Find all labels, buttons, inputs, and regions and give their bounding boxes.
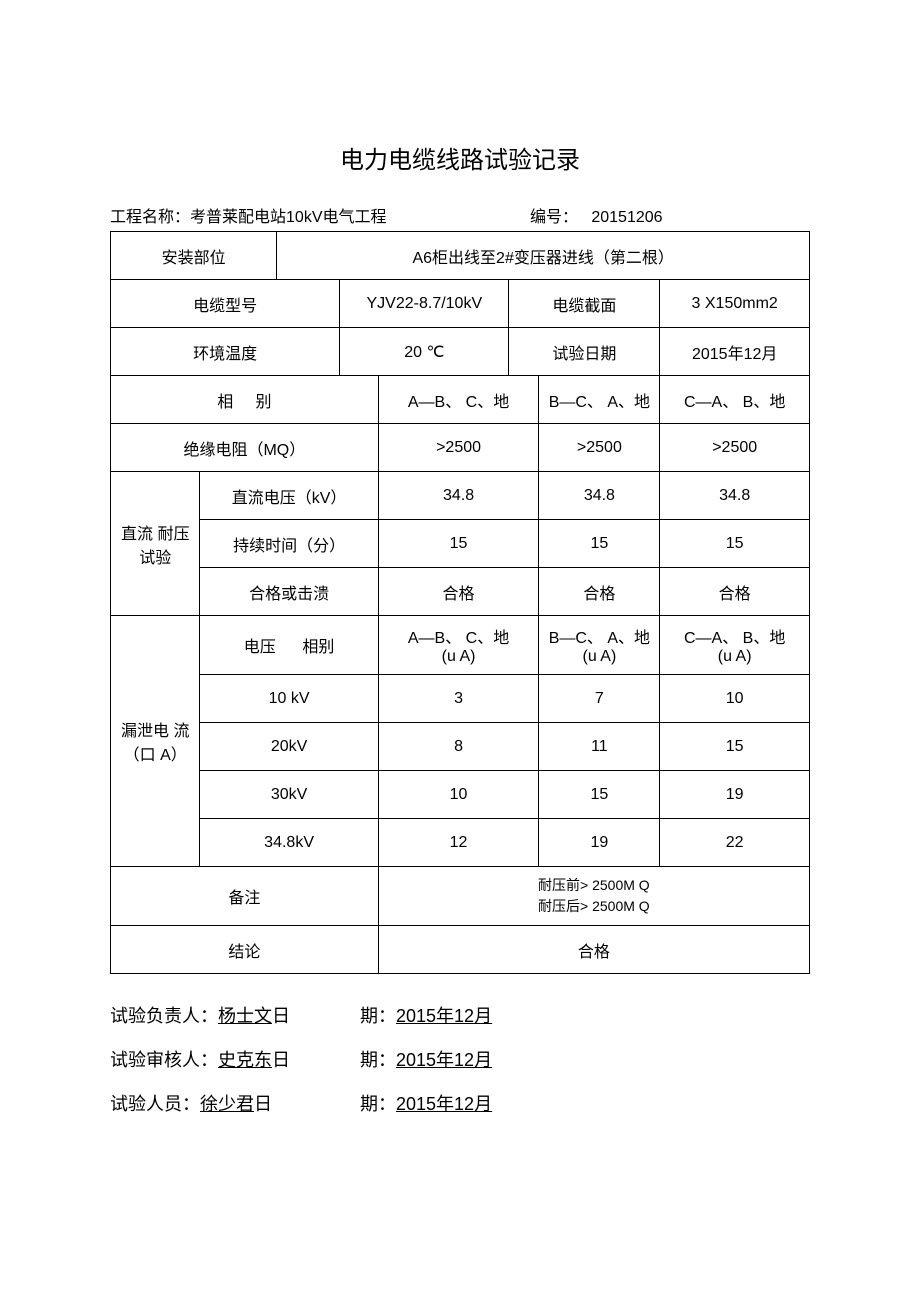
table-row: 10 kV 3 7 10: [111, 675, 810, 723]
insulation-v1: >2500: [378, 424, 539, 472]
cable-section-label: 电缆截面: [509, 280, 660, 328]
table-row: 合格或击溃 合格 合格 合格: [111, 568, 810, 616]
insulation-label: 绝缘电阻（MQ）: [111, 424, 379, 472]
sig-date-label: 期：: [360, 1050, 396, 1070]
leakage-cell: 15: [660, 723, 810, 771]
sig-date-label: 期：: [360, 1006, 396, 1026]
table-row: 环境温度 20 ℃ 试验日期 2015年12月: [111, 328, 810, 376]
leakage-cell: 11: [539, 723, 660, 771]
sig-name: 杨士文: [218, 1006, 272, 1026]
leakage-cell: 10: [378, 771, 539, 819]
table-row: 备注 耐压前> 2500M Q 耐压后> 2500M Q: [111, 867, 810, 926]
cable-model-label: 电缆型号: [111, 280, 340, 328]
sig-label: 试验审核人：: [110, 1050, 218, 1070]
leakage-cell: 12: [378, 819, 539, 867]
leakage-cell: 19: [660, 771, 810, 819]
leakage-cell: 15: [539, 771, 660, 819]
dc-result-label: 合格或击溃: [200, 568, 378, 616]
insulation-v3: >2500: [660, 424, 810, 472]
sig-day: 日: [272, 1006, 290, 1026]
remark-value: 耐压前> 2500M Q 耐压后> 2500M Q: [378, 867, 809, 926]
project-name: 考普莱配电站10kV电气工程: [190, 209, 386, 226]
leakage-col1-header: A—B、 C、地 (u A): [378, 616, 539, 675]
table-row: 直流 耐压试验 直流电压（kV） 34.8 34.8 34.8: [111, 472, 810, 520]
leakage-header-left: 电压 相别: [200, 616, 378, 675]
sig-date: 2015年12月: [396, 1050, 492, 1070]
signature-row: 试验审核人：史克东日 期：2015年12月: [110, 1046, 810, 1072]
table-row: 持续时间（分） 15 15 15: [111, 520, 810, 568]
ambient-temp-label: 环境温度: [111, 328, 340, 376]
number-value: 20151206: [591, 209, 662, 226]
dc-voltage-v3: 34.8: [660, 472, 810, 520]
table-row: 34.8kV 12 19 22: [111, 819, 810, 867]
leakage-cell: 10: [660, 675, 810, 723]
dc-duration-label: 持续时间（分）: [200, 520, 378, 568]
leakage-cell: 7: [539, 675, 660, 723]
header-line: 工程名称：考普莱配电站10kV电气工程 编号： 20151206: [110, 203, 810, 227]
cable-section-value: 3 X150mm2: [660, 280, 810, 328]
conclusion-value: 合格: [378, 926, 809, 974]
test-record-table: 安装部位 A6柜出线至2#变压器进线（第二根） 电缆型号 YJV22-8.7/1…: [110, 231, 810, 974]
dc-test-group: 直流 耐压试验: [111, 472, 200, 616]
leakage-col3-header: C—A、 B、地 (u A): [660, 616, 810, 675]
signature-row: 试验负责人：杨士文日 期：2015年12月: [110, 1002, 810, 1028]
table-row: 相 别 A—B、 C、地 B—C、 A、地 C—A、 B、地: [111, 376, 810, 424]
table-row: 绝缘电阻（MQ） >2500 >2500 >2500: [111, 424, 810, 472]
project-label: 工程名称：: [110, 209, 190, 226]
phase-col2: B—C、 A、地: [539, 376, 660, 424]
leakage-row-label: 34.8kV: [200, 819, 378, 867]
signature-row: 试验人员：徐少君日 期：2015年12月: [110, 1090, 810, 1116]
leakage-row-label: 30kV: [200, 771, 378, 819]
table-row: 漏泄电 流（口 A） 电压 相别 A—B、 C、地 (u A) B—C、 A、地…: [111, 616, 810, 675]
leakage-col2-header: B—C、 A、地 (u A): [539, 616, 660, 675]
remark-label: 备注: [111, 867, 379, 926]
dc-result-v2: 合格: [539, 568, 660, 616]
conclusion-label: 结论: [111, 926, 379, 974]
insulation-v2: >2500: [539, 424, 660, 472]
table-row: 结论 合格: [111, 926, 810, 974]
dc-voltage-v1: 34.8: [378, 472, 539, 520]
table-row: 安装部位 A6柜出线至2#变压器进线（第二根）: [111, 232, 810, 280]
dc-voltage-v2: 34.8: [539, 472, 660, 520]
sig-name: 史克东: [218, 1050, 272, 1070]
leakage-cell: 8: [378, 723, 539, 771]
number-label: 编号：: [530, 209, 578, 226]
test-date-label: 试验日期: [509, 328, 660, 376]
leakage-group: 漏泄电 流（口 A）: [111, 616, 200, 867]
phase-col1: A—B、 C、地: [378, 376, 539, 424]
leakage-cell: 19: [539, 819, 660, 867]
sig-date-label: 期：: [360, 1094, 396, 1114]
sig-day: 日: [254, 1094, 272, 1114]
leakage-cell: 22: [660, 819, 810, 867]
leakage-cell: 3: [378, 675, 539, 723]
table-row: 30kV 10 15 19: [111, 771, 810, 819]
sig-name: 徐少君: [200, 1094, 254, 1114]
dc-voltage-label: 直流电压（kV）: [200, 472, 378, 520]
dc-duration-v1: 15: [378, 520, 539, 568]
ambient-temp-value: 20 ℃: [340, 328, 509, 376]
signature-block: 试验负责人：杨士文日 期：2015年12月 试验审核人：史克东日 期：2015年…: [110, 1002, 810, 1116]
test-date-value: 2015年12月: [660, 328, 810, 376]
sig-day: 日: [272, 1050, 290, 1070]
phase-label: 相 别: [111, 376, 379, 424]
dc-duration-v2: 15: [539, 520, 660, 568]
leakage-row-label: 20kV: [200, 723, 378, 771]
sig-label: 试验负责人：: [110, 1006, 218, 1026]
sig-date: 2015年12月: [396, 1006, 492, 1026]
page-title: 电力电缆线路试验记录: [110, 140, 810, 175]
sig-date: 2015年12月: [396, 1094, 492, 1114]
dc-result-v3: 合格: [660, 568, 810, 616]
table-row: 20kV 8 11 15: [111, 723, 810, 771]
leakage-row-label: 10 kV: [200, 675, 378, 723]
install-value: A6柜出线至2#变压器进线（第二根）: [277, 232, 810, 280]
cable-model-value: YJV22-8.7/10kV: [340, 280, 509, 328]
dc-result-v1: 合格: [378, 568, 539, 616]
table-row: 电缆型号 YJV22-8.7/10kV 电缆截面 3 X150mm2: [111, 280, 810, 328]
dc-duration-v3: 15: [660, 520, 810, 568]
sig-label: 试验人员：: [110, 1094, 200, 1114]
install-label: 安装部位: [111, 232, 277, 280]
phase-col3: C—A、 B、地: [660, 376, 810, 424]
